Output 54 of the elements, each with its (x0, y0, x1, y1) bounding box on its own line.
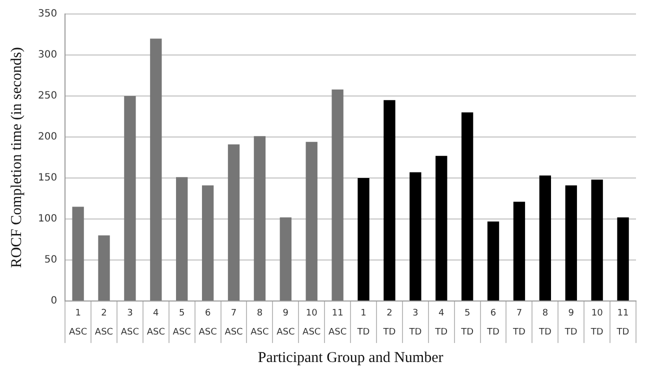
bar (254, 136, 266, 300)
y-tick-label: 300 (38, 50, 58, 61)
bar (202, 185, 214, 300)
x-tick-label: 2 TD (382, 308, 396, 338)
x-tick-label: 1 TD (356, 308, 370, 338)
bar (513, 202, 526, 300)
bar (176, 177, 188, 300)
y-tick-label: 150 (38, 172, 58, 184)
bar (150, 38, 162, 300)
bar (124, 96, 136, 300)
bar (617, 217, 629, 300)
x-tick-label: 5 ASC (172, 308, 191, 338)
bar (436, 156, 448, 300)
x-tick-label: 9 TD (564, 308, 578, 338)
x-tick-label: 11 TD (616, 308, 630, 338)
x-tick-label: 8 ASC (250, 308, 269, 338)
x-tick-label: 7 ASC (224, 308, 243, 338)
bar (539, 176, 552, 300)
bar (228, 144, 240, 300)
x-tick-label: 5 TD (460, 308, 474, 338)
bar (565, 185, 577, 300)
y-tick-label: 0 (50, 296, 58, 307)
bar (358, 178, 370, 300)
x-axis-title: Participant Group and Number (258, 350, 444, 366)
bar (306, 142, 318, 300)
x-tick-label: 7 TD (512, 308, 526, 338)
x-tick-label: 10 TD (590, 308, 604, 338)
x-tick-label: 8 TD (538, 308, 552, 338)
x-tick-label: 6 TD (486, 308, 500, 338)
bar (410, 172, 422, 300)
x-tick-label: 1 ASC (68, 308, 88, 338)
x-tick-label: 11 ASC (328, 308, 347, 338)
bar (591, 180, 603, 300)
y-axis-title: ROCF Completion time (in seconds) (8, 47, 25, 268)
x-tick-label: 3 ASC (120, 308, 140, 338)
x-tick-label: 6 ASC (198, 308, 217, 338)
bar (384, 100, 396, 300)
x-tick-label: 4 ASC (146, 308, 165, 338)
y-tick-label: 50 (44, 254, 58, 266)
bar (98, 235, 110, 300)
bar (487, 221, 500, 300)
x-tick-label: 3 TD (408, 308, 422, 338)
y-tick-label: 350 (38, 8, 58, 20)
y-tick-label: 200 (38, 132, 58, 143)
x-tick-label: 2 ASC (94, 308, 114, 338)
y-tick-label: 100 (38, 214, 58, 225)
x-tick-label: 4 TD (434, 308, 448, 338)
bar (280, 217, 292, 300)
bar (332, 89, 344, 300)
x-tick-label: 9 ASC (276, 308, 295, 338)
x-tick-label: 10 ASC (302, 308, 321, 338)
bar (461, 112, 474, 300)
y-tick-label: 250 (38, 90, 58, 102)
bar (72, 206, 84, 300)
